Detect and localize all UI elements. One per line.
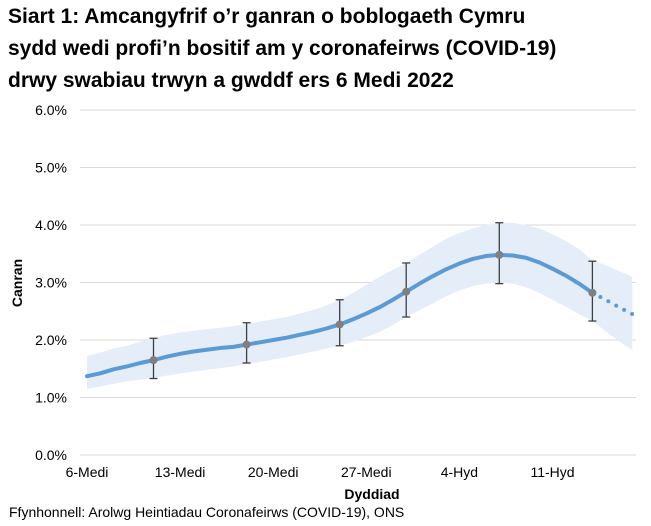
data-point (242, 340, 251, 349)
source-note: Ffynhonnell: Arolwg Heintiadau Coronafei… (9, 504, 404, 520)
x-tick-label: 20-Medi (248, 464, 299, 480)
x-axis-ticks: 6-Medi 13-Medi 20-Medi 27-Medi 4-Hyd 11-Hyd (66, 464, 575, 480)
confidence-band (87, 222, 633, 389)
x-tick-label: 6-Medi (66, 464, 109, 480)
y-tick-label: 0.0% (35, 447, 67, 463)
chart-title-line-2: sydd wedi profi’n bositif am y coronafei… (8, 37, 556, 60)
y-tick-label: 5.0% (35, 160, 67, 176)
x-tick-label: 4-Hyd (441, 464, 478, 480)
y-tick-label: 1.0% (35, 390, 67, 406)
x-tick-label: 13-Medi (155, 464, 206, 480)
data-point (588, 288, 597, 297)
y-tick-label: 2.0% (35, 332, 67, 348)
plot-area (85, 222, 635, 389)
x-tick-label: 27-Medi (341, 464, 392, 480)
y-axis-ticks: 0.0% 1.0% 2.0% 3.0% 4.0% 5.0% 6.0% (35, 102, 67, 463)
y-tick-label: 4.0% (35, 217, 67, 233)
data-point (495, 250, 504, 259)
chart-title-line-1: Siart 1: Amcangyfrif o’r ganran o boblog… (8, 5, 525, 28)
y-tick-label: 3.0% (35, 275, 67, 291)
data-point (402, 287, 411, 296)
y-tick-label: 6.0% (35, 102, 67, 118)
chart-title-line-3: drwy swabiau trwyn a gwddf ers 6 Medi 20… (8, 69, 454, 92)
estimate-line-dotted (590, 290, 635, 317)
x-tick-label: 11-Hyd (530, 464, 574, 480)
data-point (149, 356, 158, 365)
y-axis-label: Canran (9, 259, 25, 307)
data-point (335, 320, 344, 329)
x-axis-label: Dyddiad (344, 486, 399, 502)
